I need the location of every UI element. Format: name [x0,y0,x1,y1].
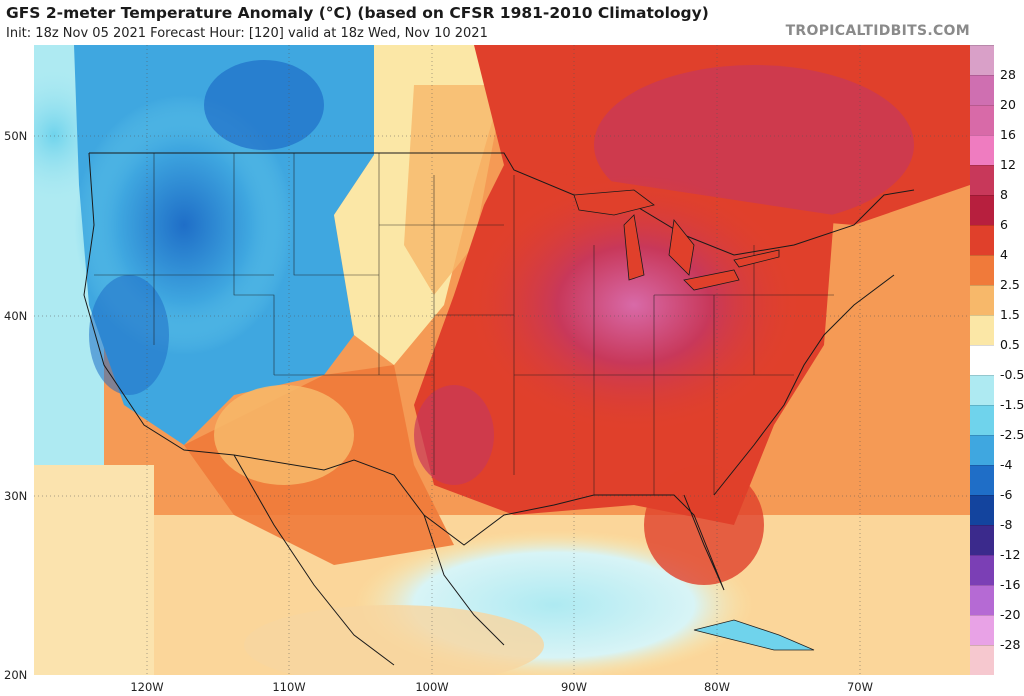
colorbar-swatch [970,165,994,195]
colorbar-label: 1.5 [1000,307,1020,322]
montana-cold-core [204,60,324,150]
colorbar-swatch [970,315,994,345]
colorbar-swatch [970,225,994,255]
site-credit[interactable]: TROPICALTIDBITS.COM [785,23,970,39]
colorbar-label: 20 [1000,97,1016,112]
colorbar-swatch [970,615,994,645]
colorbar-swatch [970,375,994,405]
colorbar-swatch [970,645,994,675]
lat-label-50n: 50N [4,129,28,143]
political-boundaries [83,152,915,666]
map-title: GFS 2-meter Temperature Anomaly (°C) (ba… [6,4,709,22]
colorbar-label: -20 [1000,607,1021,622]
arizona-pale [214,385,354,485]
anomaly-colorbar: 28 20 16 12 8 6 4 2.5 1.5 0.5 -0.5 -1.5 -2.5 -4 -6 -8 -1… [970,45,1024,675]
colorbar-swatch [970,105,994,135]
colorbar-swatch [970,45,994,75]
colorbar-swatch [970,585,994,615]
lon-label-100w: 100W [415,680,449,694]
colorbar-label: -12 [1000,547,1021,562]
lat-label-30n: 30N [4,489,28,503]
colorbar-label: 8 [1000,187,1008,202]
colorbar-label: 4 [1000,247,1008,262]
graticule [34,45,970,675]
colorbar-label: 6 [1000,217,1008,232]
colorbar-swatch [970,525,994,555]
colorbar-label: 12 [1000,157,1016,172]
pacific-south-pale [34,465,154,675]
lon-label-70w: 70W [846,680,874,694]
colorbar-swatch [970,255,994,285]
colorbar-label: 0.5 [1000,337,1020,352]
south-mexico-pale [244,605,544,675]
colorbar-label: -6 [1000,487,1013,502]
lon-label-110w: 110W [272,680,306,694]
colorbar-swatch [970,435,994,465]
colorbar-swatch [970,465,994,495]
colorbar-label: -2.5 [1000,427,1024,442]
colorbar-label: 16 [1000,127,1016,142]
colorbar-swatch [970,495,994,525]
colorbar-label: 2.5 [1000,277,1020,292]
colorbar-swatch [970,75,994,105]
lat-label-20n: 20N [4,668,28,682]
texas-warm-core [414,385,494,485]
map-canvas [34,45,970,675]
lon-label-120w: 120W [130,680,164,694]
midwest-hot-core [464,175,804,435]
colorbar-label: -0.5 [1000,367,1024,382]
lon-label-80w: 80W [703,680,731,694]
colorbar-swatch [970,285,994,315]
colorbar-swatch [970,195,994,225]
temperature-anomaly-map[interactable] [34,45,970,675]
cuba-outline [693,619,815,651]
great-lakes [573,189,780,291]
lat-label-40n: 40N [4,309,28,323]
colorbar-label: -1.5 [1000,397,1024,412]
lon-label-90w: 90W [560,680,588,694]
map-subtitle: Init: 18z Nov 05 2021 Forecast Hour: [12… [6,26,488,41]
florida-warm [644,465,764,585]
colorbar-swatch [970,555,994,585]
state-boundaries [94,153,834,495]
dakotas-warm [404,85,504,295]
colorbar-label: -4 [1000,457,1013,472]
colorbar-label: -16 [1000,577,1021,592]
colorbar-label: -8 [1000,517,1013,532]
colorbar-swatch [970,135,994,165]
colorbar-swatch [970,345,994,375]
colorbar-swatch [970,405,994,435]
colorbar-label: 28 [1000,67,1016,82]
colorbar-label: -28 [1000,637,1021,652]
sierra-cold-core [89,275,169,395]
